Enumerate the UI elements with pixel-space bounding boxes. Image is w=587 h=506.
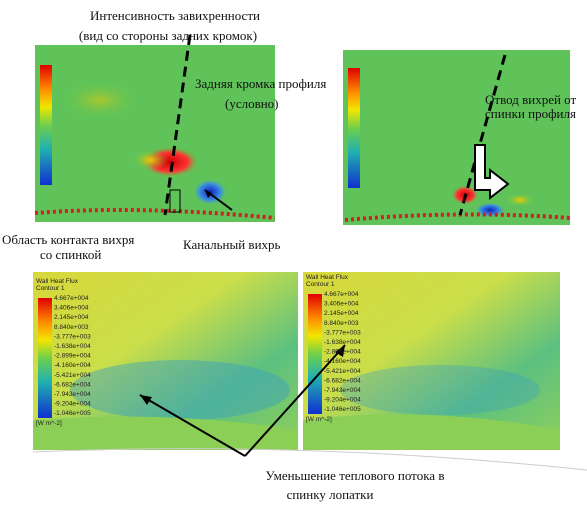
top-left-panel [35,35,275,222]
contact-label: со спинкой [40,247,101,262]
subtitle: (вид со стороны задних кромок) [79,28,257,43]
legend-value: -5.421e+004 [324,368,361,375]
channel-label: Канальный вихрь [183,237,281,252]
caption: спинку лопатки [287,487,374,502]
legend-value: -2.899e+004 [54,353,91,360]
legend-value: 2.145e+004 [54,314,89,321]
legend-value: -3.777e+003 [324,329,361,336]
edge-note: (условно) [225,96,279,111]
legend-value: 3.406e+004 [54,305,89,312]
top-right-panel [343,50,570,225]
legend-value: -7.943e+004 [324,387,361,394]
right-label: Отвод вихрей от [485,92,577,107]
legend-title: Wall Heat Flux [306,274,349,281]
legend-value: 3.406e+004 [324,301,359,308]
legend-value: -3.777e+003 [54,333,91,340]
legend-unit: [W m^-2] [306,416,332,423]
legend-value: -1.046e+005 [324,406,361,413]
contact-label: Область контакта вихря [2,232,134,247]
legend-value: -1.638e+004 [54,343,91,350]
legend-unit: [W m^-2] [36,420,62,427]
legend-value: -1.046e+005 [54,410,91,417]
blade-outline [33,449,587,470]
title: Интенсивность завихренности [90,8,260,23]
legend-value: -1.638e+004 [324,339,361,346]
figure: Wall Heat FluxContour 14.667e+0043.406e+… [0,0,587,506]
right-label: спинки профиля [485,106,576,121]
legend-value: -9.204e+004 [324,397,361,404]
legend-value: 2.145e+004 [324,310,359,317]
legend-value: 4.667e+004 [324,291,359,298]
legend-value: -5.421e+004 [54,372,91,379]
legend-subtitle: Contour 1 [306,281,335,288]
legend-value: -6.682e+004 [54,381,91,388]
legend-value: -2.899e+004 [324,349,361,356]
legend-value: -4.160e+004 [324,358,361,365]
legend-value: 4.667e+004 [54,295,89,302]
legend-value: -6.682e+004 [324,377,361,384]
legend-value: -7.943e+004 [54,391,91,398]
legend-value: -9.204e+004 [54,401,91,408]
legend-value: -4.160e+004 [54,362,91,369]
edge-label: Задняя кромка профиля [195,76,326,91]
legend-title: Wall Heat Flux [36,278,79,285]
legend-value: 8.840e+003 [324,320,359,327]
caption: Уменьшение теплового потока в [266,468,445,483]
legend-value: 8.840e+003 [54,324,89,331]
legend-subtitle: Contour 1 [36,285,65,292]
